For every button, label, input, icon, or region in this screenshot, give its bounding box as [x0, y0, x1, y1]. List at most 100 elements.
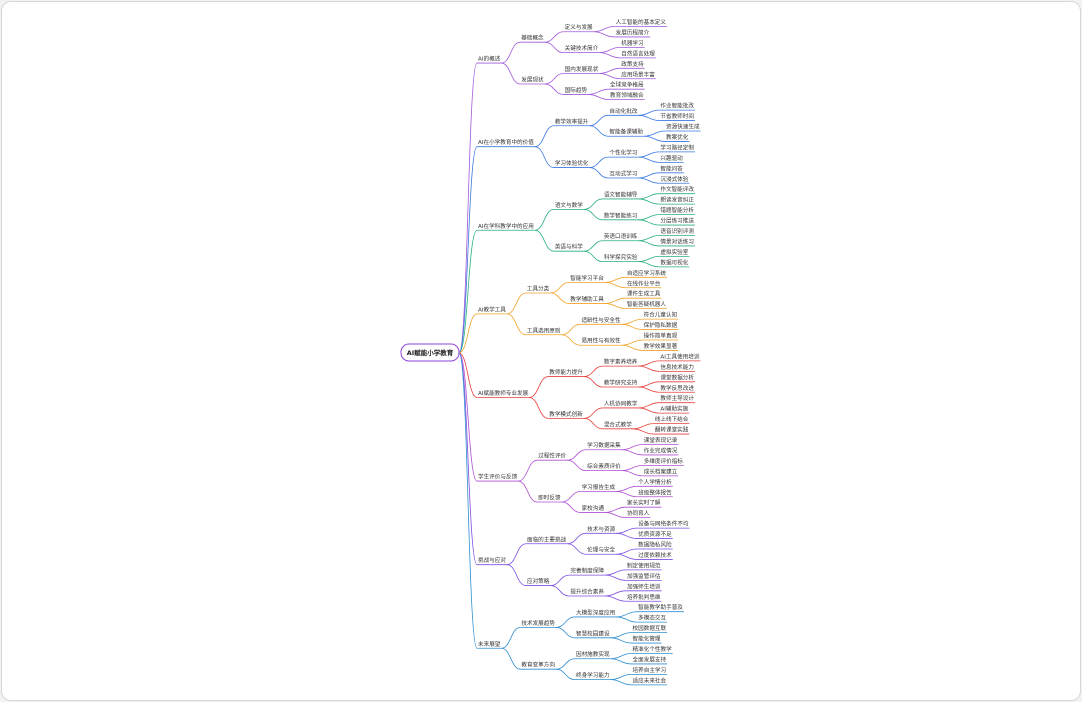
- topic-label[interactable]: 学习报告生成: [582, 483, 616, 491]
- leaf-label[interactable]: 翻转课堂实践: [655, 426, 689, 434]
- leaf-label[interactable]: 数据可视化: [660, 258, 688, 266]
- leaf-label[interactable]: 朗读发音纠正: [660, 196, 694, 204]
- leaf-label[interactable]: 多维度评价指标: [644, 457, 684, 465]
- main-branch-label[interactable]: AI在学科教学中的应用: [478, 222, 534, 230]
- sub-branch-label[interactable]: 学习体验优化: [555, 159, 589, 167]
- leaf-label[interactable]: 加强监管评估: [627, 572, 661, 580]
- topic-label[interactable]: 混合式教学: [604, 420, 632, 428]
- leaf-label[interactable]: 家长实时了解: [627, 499, 661, 507]
- leaf-label[interactable]: 智能答疑机器人: [627, 300, 667, 308]
- sub-branch-label[interactable]: 即时反馈: [538, 493, 561, 501]
- leaf-label[interactable]: 虚拟实验室: [660, 248, 688, 256]
- leaf-label[interactable]: 作业完成情况: [644, 446, 678, 454]
- leaf-label[interactable]: 作业智能批改: [660, 102, 694, 110]
- leaf-label[interactable]: 教师主导设计: [660, 394, 694, 402]
- leaf-label[interactable]: 课件生成工具: [627, 290, 661, 298]
- leaf-label[interactable]: 成长档案建立: [644, 467, 678, 475]
- leaf-label[interactable]: 机器学习: [621, 39, 643, 47]
- sub-branch-label[interactable]: 英语与科学: [555, 243, 583, 251]
- leaf-label[interactable]: 教育领域融合: [610, 91, 644, 99]
- leaf-label[interactable]: 情景对话练习: [660, 237, 694, 245]
- main-branch-label[interactable]: AI赋能教师专业发展: [478, 389, 529, 397]
- leaf-label[interactable]: 教案优化: [666, 133, 689, 141]
- leaf-label[interactable]: 智能化管理: [633, 635, 661, 643]
- leaf-label[interactable]: 沉浸式体验: [660, 175, 688, 183]
- topic-label[interactable]: 智能学习平台: [570, 274, 604, 282]
- main-branch-label[interactable]: AI的概述: [478, 55, 501, 63]
- leaf-label[interactable]: 操作简单直观: [644, 332, 678, 340]
- leaf-label[interactable]: 节省教师时间: [660, 112, 694, 120]
- topic-label[interactable]: 终身学习能力: [576, 671, 610, 679]
- leaf-label[interactable]: 错题智能分析: [660, 206, 694, 214]
- sub-branch-label[interactable]: 工具分类: [527, 284, 550, 292]
- topic-label[interactable]: 科学探究实验: [604, 253, 638, 261]
- sub-branch-label[interactable]: 应对策略: [527, 577, 550, 585]
- topic-label[interactable]: 国际趋势: [565, 86, 588, 94]
- topic-label[interactable]: 伦理与安全: [587, 546, 615, 554]
- leaf-label[interactable]: 校园数据互联: [633, 624, 667, 632]
- main-branch-label[interactable]: AI在小学教育中的价值: [478, 138, 534, 146]
- leaf-label[interactable]: 全球竞争格局: [610, 81, 644, 89]
- leaf-label[interactable]: 数据隐私风险: [638, 541, 672, 549]
- leaf-label[interactable]: 协同育人: [627, 509, 650, 517]
- topic-label[interactable]: 人机协同教学: [604, 399, 638, 407]
- topic-label[interactable]: 数学智能练习: [604, 211, 638, 219]
- topic-label[interactable]: 定义与发展: [565, 23, 593, 31]
- main-branch-label[interactable]: AI教学工具: [478, 305, 506, 313]
- leaf-label[interactable]: 自然语言处理: [621, 49, 655, 57]
- leaf-label[interactable]: 兴趣驱动: [660, 154, 683, 162]
- leaf-label[interactable]: 全面发展支持: [633, 655, 667, 663]
- leaf-label[interactable]: 课堂表现记录: [644, 436, 678, 444]
- leaf-label[interactable]: 线上线下结合: [655, 415, 689, 423]
- topic-label[interactable]: 家校沟通: [582, 504, 605, 512]
- leaf-label[interactable]: 人工智能的基本定义: [616, 18, 667, 26]
- leaf-label[interactable]: 教学反思改进: [660, 384, 694, 392]
- leaf-label[interactable]: 培养自主学习: [633, 666, 667, 674]
- leaf-label[interactable]: 分层练习推送: [660, 217, 694, 225]
- leaf-label[interactable]: 智能问答: [660, 164, 683, 172]
- topic-label[interactable]: 学习数据采集: [587, 441, 621, 449]
- sub-branch-label[interactable]: 语文与数学: [555, 201, 583, 209]
- topic-label[interactable]: 互动式学习: [609, 170, 637, 178]
- sub-branch-label[interactable]: 基础概念: [521, 34, 544, 42]
- topic-label[interactable]: 因材施教实现: [576, 650, 610, 658]
- topic-label[interactable]: 大模型深度应用: [576, 608, 615, 616]
- leaf-label[interactable]: 教学效果显著: [644, 342, 678, 350]
- topic-label[interactable]: 语文智能辅导: [604, 190, 638, 198]
- sub-branch-label[interactable]: 教育变革方向: [521, 661, 555, 669]
- topic-label[interactable]: 教学辅助工具: [570, 295, 604, 303]
- sub-branch-label[interactable]: 技术发展趋势: [521, 619, 555, 627]
- leaf-label[interactable]: 班级整体报告: [638, 488, 672, 496]
- sub-branch-label[interactable]: 面临的主要挑战: [527, 535, 567, 543]
- sub-branch-label[interactable]: 过程性评价: [538, 452, 566, 460]
- main-branch-label[interactable]: 学生评价与反馈: [478, 473, 518, 481]
- main-branch-label[interactable]: 挑战与应对: [478, 556, 506, 564]
- sub-branch-label[interactable]: 教学效率提升: [555, 117, 589, 125]
- topic-label[interactable]: 综合素质评价: [587, 462, 621, 470]
- sub-branch-label[interactable]: 工具选用原则: [527, 326, 561, 334]
- topic-label[interactable]: 数字素养培养: [604, 358, 638, 366]
- leaf-label[interactable]: 制定使用规范: [627, 561, 661, 569]
- leaf-label[interactable]: 符合儿童认知: [644, 311, 678, 319]
- leaf-label[interactable]: 在线作业平台: [627, 279, 661, 287]
- leaf-label[interactable]: 设备与网络条件不均: [638, 520, 689, 528]
- leaf-label[interactable]: 信息技术能力: [660, 363, 694, 371]
- leaf-label[interactable]: 应用场景丰富: [621, 70, 655, 78]
- leaf-label[interactable]: 个人学情分析: [638, 478, 672, 486]
- topic-label[interactable]: 提升综合素养: [570, 588, 604, 596]
- leaf-label[interactable]: 过度依赖技术: [638, 551, 672, 559]
- leaf-label[interactable]: 课堂数据分析: [660, 373, 694, 381]
- topic-label[interactable]: 国内发展现状: [565, 65, 599, 73]
- sub-branch-label[interactable]: 教学模式创新: [549, 410, 583, 418]
- topic-label[interactable]: 自动化批改: [609, 107, 637, 115]
- leaf-label[interactable]: 资源快速生成: [666, 123, 700, 131]
- root-label[interactable]: AI赋能小学教育: [407, 348, 454, 357]
- leaf-label[interactable]: 精准化个性教学: [633, 645, 673, 653]
- leaf-label[interactable]: 学习路径定制: [660, 143, 694, 151]
- leaf-label[interactable]: AI辅助实施: [660, 405, 688, 413]
- leaf-label[interactable]: 发展历程简介: [616, 28, 650, 36]
- topic-label[interactable]: 教学研究支持: [604, 379, 638, 387]
- leaf-label[interactable]: 保护隐私数据: [644, 321, 678, 329]
- topic-label[interactable]: 关键技术简介: [565, 44, 599, 52]
- topic-label[interactable]: 适龄性与安全性: [581, 316, 621, 324]
